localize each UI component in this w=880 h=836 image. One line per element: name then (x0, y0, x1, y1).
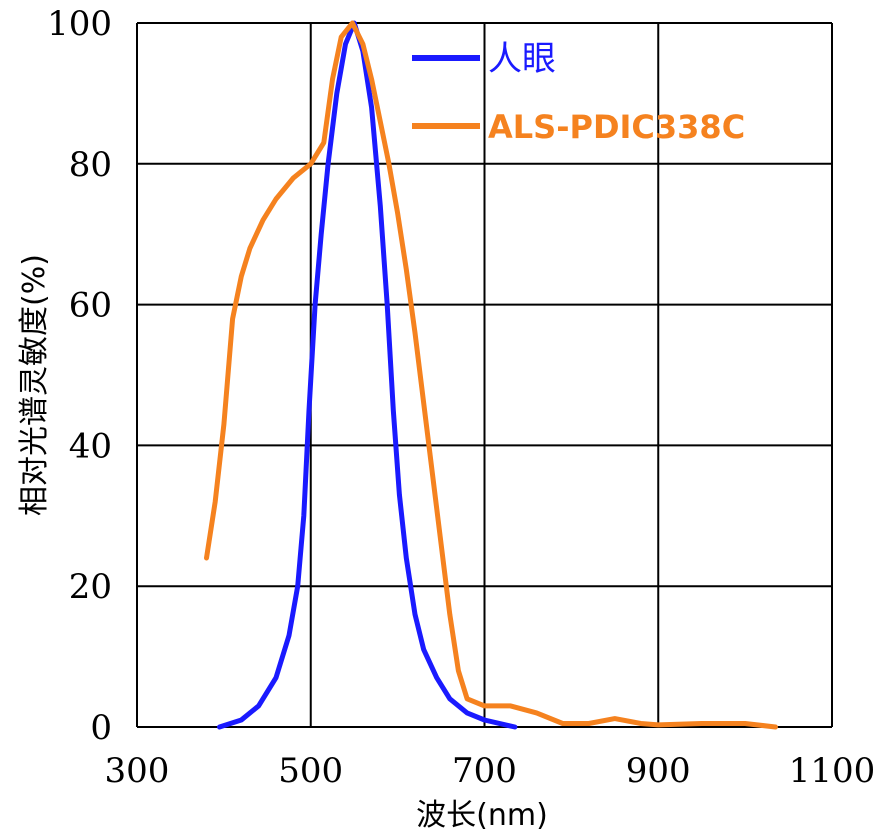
x-tick-label-700: 700 (452, 751, 517, 791)
y-tick-label-40: 40 (69, 426, 112, 466)
x-tick-label-1100: 1100 (789, 751, 876, 791)
y-tick-label-80: 80 (69, 145, 112, 185)
y-tick-label-60: 60 (69, 286, 112, 326)
series-line-1 (204, 20, 778, 730)
legend-label-als-pdic338c: ALS-PDIC338C (488, 108, 745, 146)
y-tick-label-0: 0 (90, 708, 112, 748)
x-axis-title: 波长(nm) (416, 798, 548, 833)
x-tick-labels: 300 500 700 900 1100 (105, 751, 876, 791)
x-tick-label-500: 500 (278, 751, 343, 791)
y-tick-label-100: 100 (47, 4, 112, 44)
x-tick-label-300: 300 (105, 751, 170, 791)
grid-lines (136, 22, 833, 728)
legend: 人眼 ALS-PDIC338C (412, 39, 745, 146)
legend-label-human-eye: 人眼 (488, 39, 556, 79)
y-tick-label-20: 20 (69, 567, 112, 607)
y-tick-labels: 0 20 40 60 80 100 (47, 4, 112, 748)
y-axis-title: 相对光谱灵敏度(%) (17, 254, 52, 516)
x-tick-label-900: 900 (626, 751, 691, 791)
series-lines (204, 20, 778, 730)
